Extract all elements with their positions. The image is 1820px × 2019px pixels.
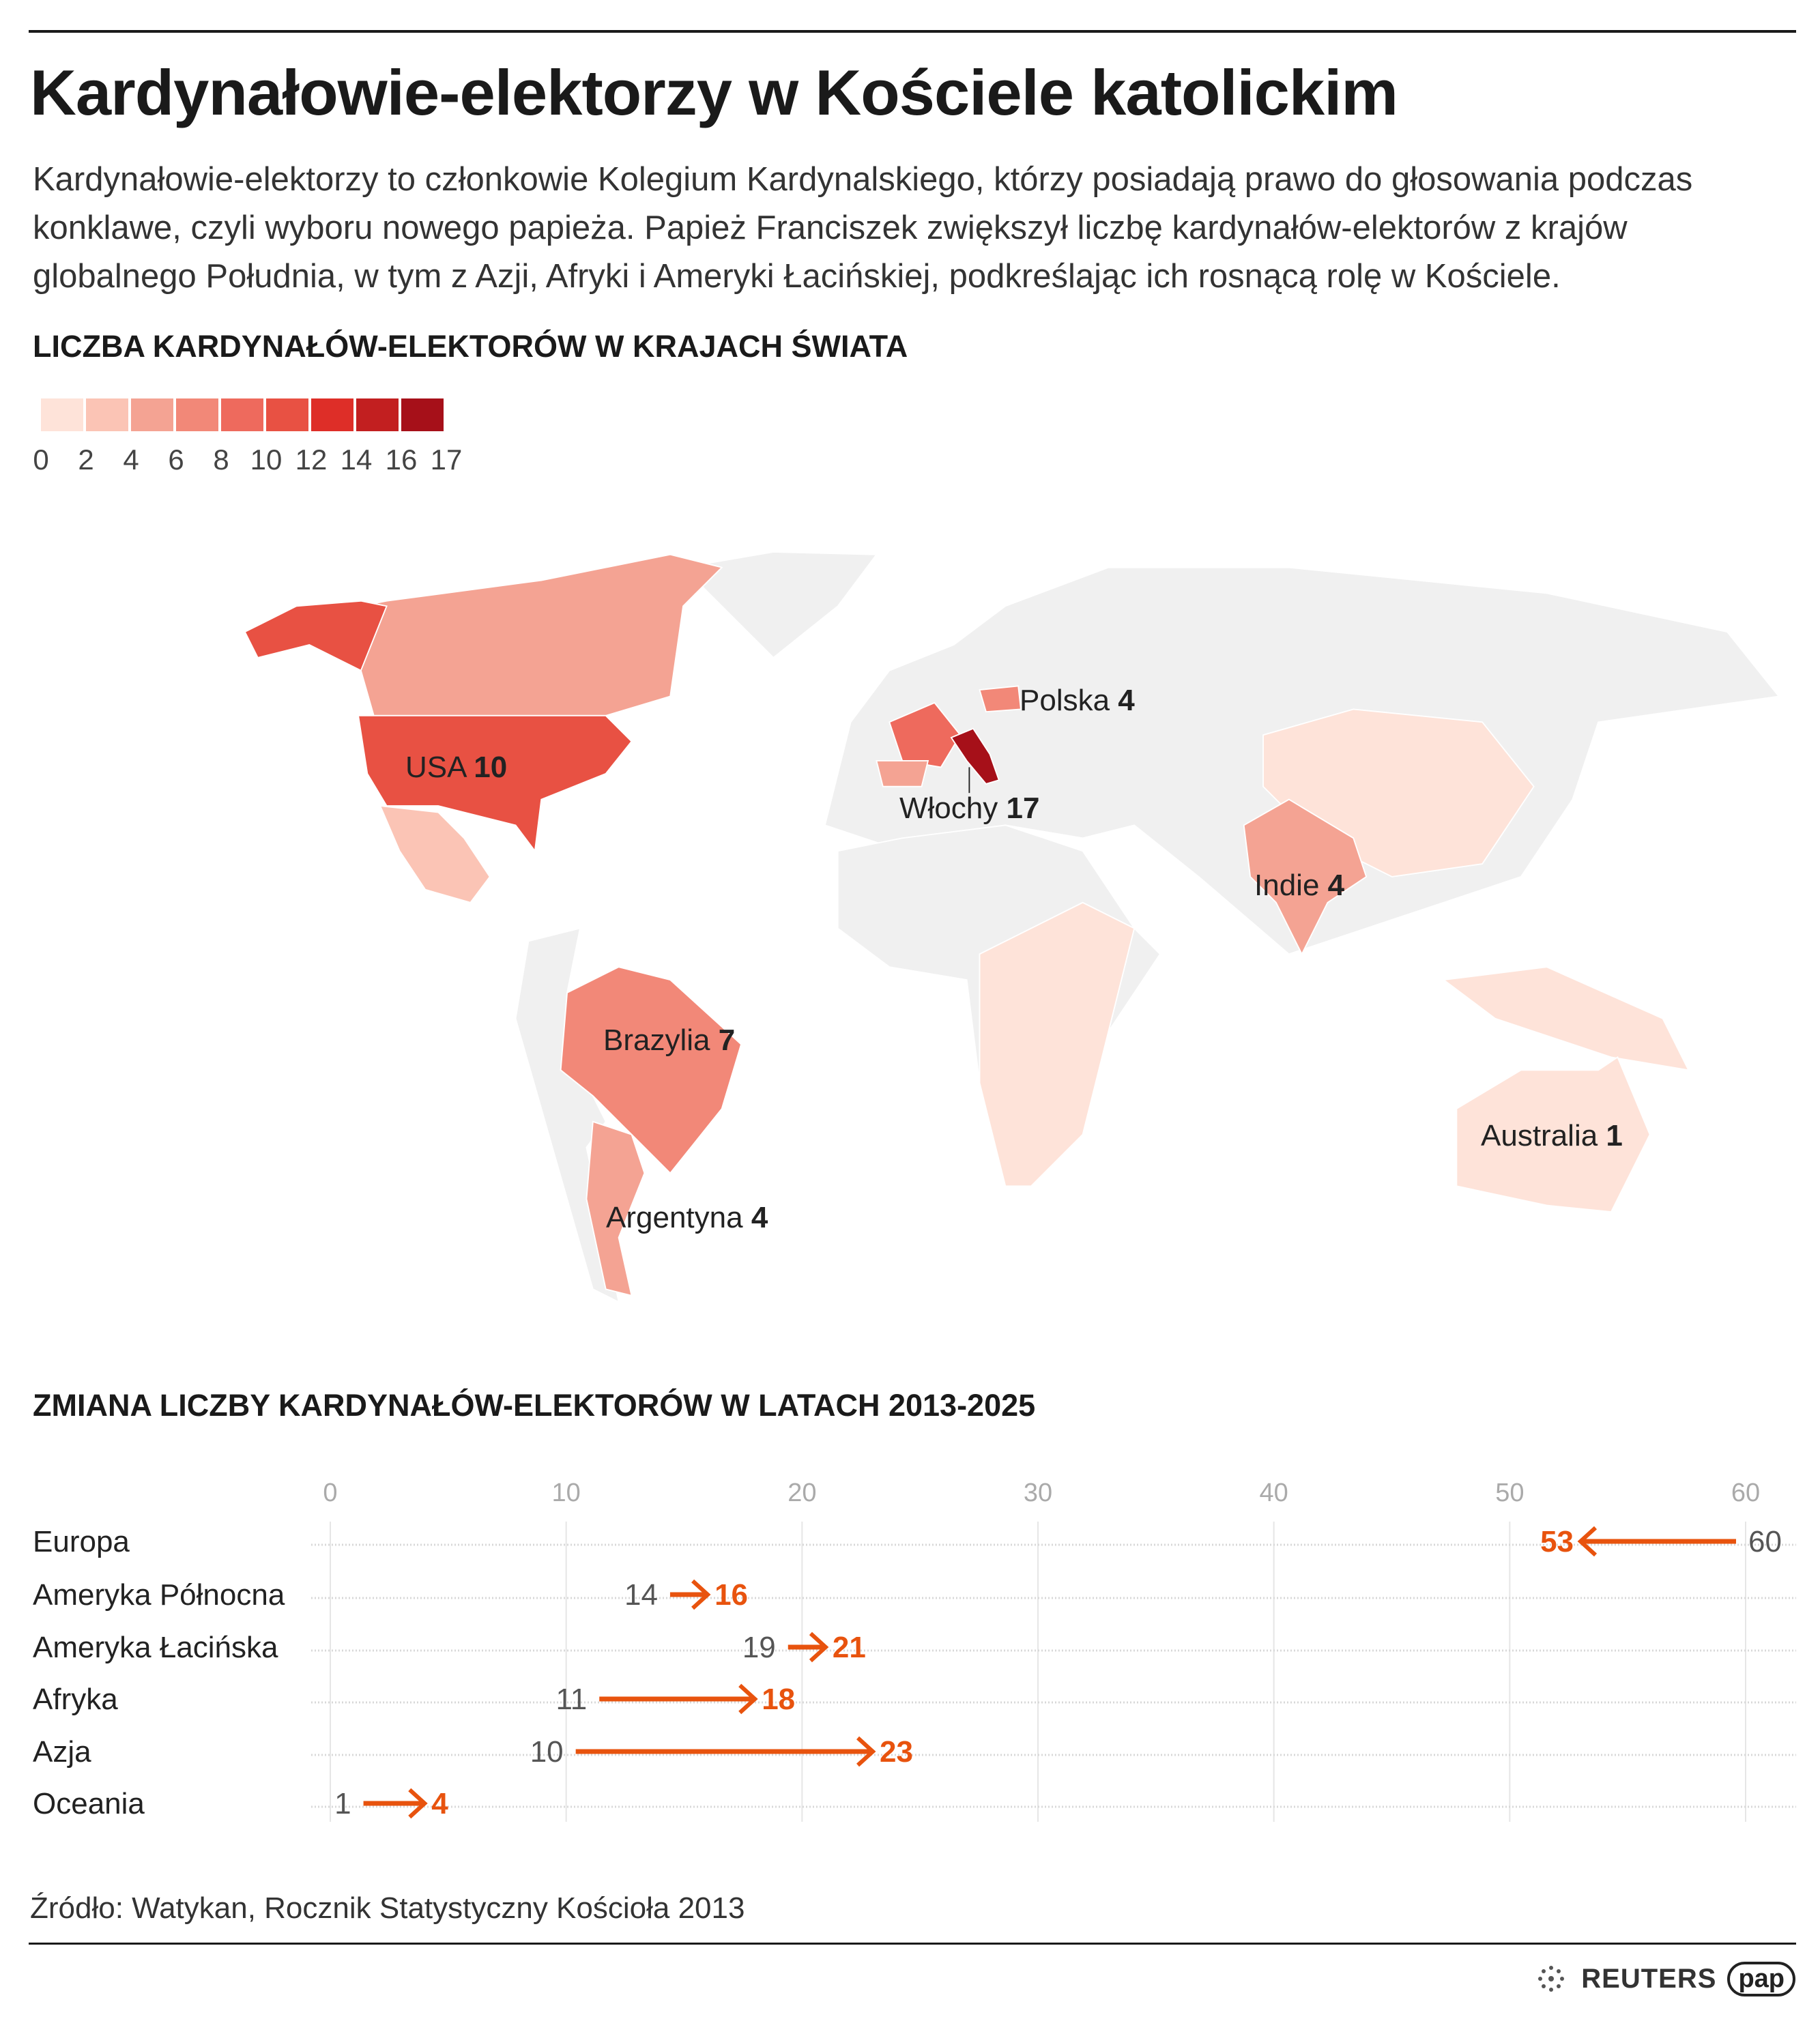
value-2025: 23 — [880, 1735, 913, 1769]
australia — [1456, 1056, 1651, 1213]
legend-swatch — [266, 398, 308, 431]
value-2025: 18 — [762, 1683, 795, 1716]
legend-label: 4 — [123, 444, 139, 476]
value-2025: 16 — [714, 1578, 748, 1612]
value-2013: 14 — [624, 1578, 658, 1612]
legend-labels: 0 2 4 6 8 10 12 14 16 17 — [0, 444, 478, 484]
arrow-head-icon — [1577, 1526, 1598, 1557]
usa — [357, 714, 633, 853]
legend-label: 2 — [78, 444, 94, 476]
legend-swatch — [401, 398, 444, 431]
legend-label: 0 — [33, 444, 49, 476]
value-2025: 53 — [1540, 1525, 1574, 1558]
value-2013: 10 — [530, 1735, 564, 1769]
reuters-logo: REUTERS — [1581, 1963, 1717, 1994]
category-label: Oceania — [33, 1787, 145, 1820]
legend-swatch — [131, 398, 173, 431]
value-2013: 60 — [1748, 1525, 1782, 1558]
india — [1243, 798, 1368, 956]
value-2025: 4 — [431, 1787, 448, 1820]
africa-countries — [979, 901, 1136, 1187]
page-title: Kardynałowie-elektorzy w Kościele katoli… — [30, 57, 1398, 128]
color-legend — [41, 398, 444, 431]
legend-label: 12 — [295, 444, 328, 476]
legend-swatch — [356, 398, 399, 431]
value-2013: 19 — [742, 1631, 776, 1664]
arrow-head-icon — [691, 1579, 711, 1610]
legend-label: 6 — [168, 444, 184, 476]
top-rule — [29, 30, 1796, 33]
italy — [950, 727, 1000, 785]
country-label: Argentyna 4 — [606, 1201, 768, 1234]
poland — [979, 685, 1022, 713]
legend-label: 14 — [340, 444, 373, 476]
value-2013: 11 — [556, 1683, 588, 1716]
subtitle: Kardynałowie-elektorzy to członkowie Kol… — [33, 161, 1693, 295]
legend-swatch — [176, 398, 218, 431]
mexico — [379, 804, 491, 903]
country-label: Australia 1 — [1481, 1119, 1623, 1152]
bottom-rule — [29, 1943, 1796, 1945]
brazil — [560, 966, 742, 1174]
map-heading: LICZBA KARDYNAŁÓW-ELEKTORÓW W KRAJACH ŚW… — [33, 329, 908, 364]
x-tick-label: 30 — [1024, 1479, 1052, 1507]
x-tick-label: 0 — [323, 1479, 337, 1507]
country-label: USA 10 — [405, 751, 508, 784]
chart-heading: ZMIANA LICZBY KARDYNAŁÓW-ELEKTORÓW W LAT… — [33, 1388, 1036, 1423]
legend-label: 10 — [250, 444, 283, 476]
spain — [876, 760, 929, 787]
legend-label: 16 — [385, 444, 418, 476]
value-2013: 1 — [334, 1787, 351, 1820]
x-tick-label: 10 — [552, 1479, 581, 1507]
country-label: Brazylia 7 — [603, 1023, 736, 1057]
france — [889, 701, 962, 768]
country-label: Włochy 17 — [899, 791, 1040, 825]
greenland — [682, 551, 878, 659]
country-label: Polska 4 — [1020, 684, 1135, 717]
category-label: Ameryka Łacińska — [33, 1631, 278, 1664]
logos: REUTERS pap — [1532, 1960, 1795, 1998]
source-note: Źródło: Watykan, Rocznik Statystyczny Ko… — [30, 1891, 745, 1925]
x-tick-label: 40 — [1260, 1479, 1288, 1507]
canada — [360, 553, 723, 716]
legend-swatch — [86, 398, 128, 431]
alaska — [244, 600, 388, 672]
arrow-head-icon — [408, 1788, 428, 1819]
legend-label: 8 — [213, 444, 229, 476]
arrow-head-icon — [809, 1631, 829, 1663]
legend-swatch — [41, 398, 83, 431]
category-label: Azja — [33, 1735, 91, 1769]
category-label: Ameryka Północna — [33, 1578, 285, 1612]
x-tick-label: 60 — [1731, 1479, 1760, 1507]
x-tick-label: 50 — [1495, 1479, 1524, 1507]
value-2025: 21 — [833, 1631, 866, 1664]
category-label: Afryka — [33, 1683, 118, 1716]
legend-label: 17 — [430, 444, 463, 476]
reuters-logo-icon — [1538, 1966, 1565, 1992]
arrow-head-icon — [738, 1683, 758, 1715]
legend-swatch — [221, 398, 263, 431]
pap-logo: pap — [1727, 1961, 1795, 1996]
arrow-head-icon — [856, 1736, 876, 1767]
category-label: Europa — [33, 1525, 130, 1558]
legend-swatch — [311, 398, 353, 431]
se-asia — [1442, 966, 1690, 1071]
argentina — [586, 1120, 646, 1297]
country-label: Indie 4 — [1254, 869, 1345, 902]
x-tick-label: 20 — [788, 1479, 816, 1507]
